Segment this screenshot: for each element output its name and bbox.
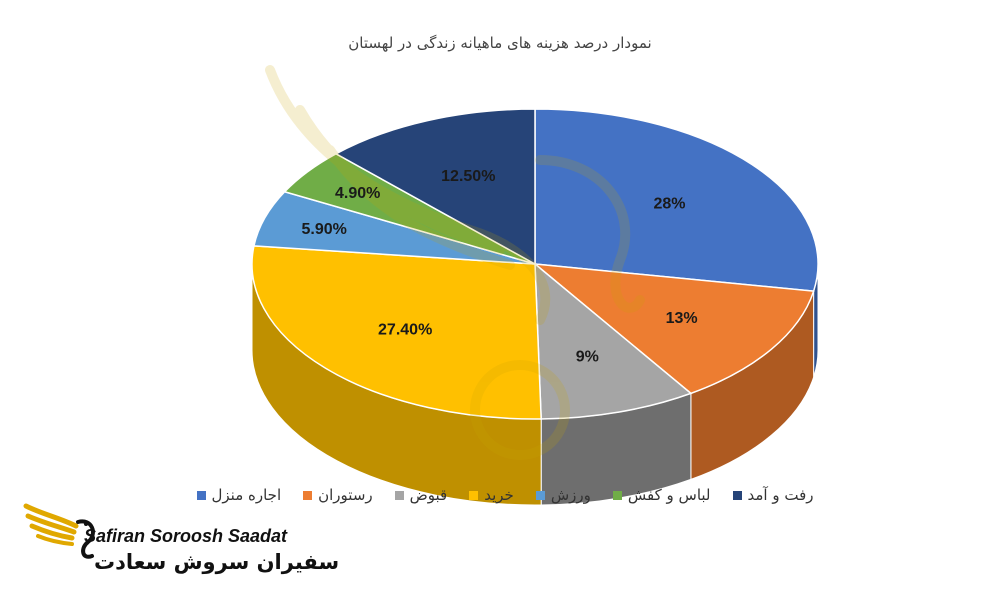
legend-label: خرید [484, 486, 514, 504]
chart-legend: اجاره منزل رستوران قبوض خرید ورزش لباس و کفش ر… [180, 486, 830, 504]
pie-slice-2 [534, 262, 693, 420]
brand-name-latin: Safiran Soroosh Saadat [84, 526, 288, 546]
brand-name-persian: سفیران سروش سعادت [94, 550, 340, 574]
legend-swatch [469, 490, 479, 500]
data-label-5: 4.90% [335, 185, 380, 202]
data-label-2: 9% [576, 349, 599, 366]
legend-item-6: رفت و آمد [732, 486, 814, 504]
legend-label: رفت و آمد [747, 486, 814, 504]
chart-title: نمودار درصد هزینه های ماهیانه زندگی در ل… [348, 34, 651, 52]
data-label-3: 27.40% [378, 322, 432, 339]
legend-label: قبوض [409, 486, 448, 504]
legend-label: ورزش [550, 486, 591, 504]
legend-swatch [732, 490, 742, 500]
legend-label: رستوران [318, 486, 373, 504]
watermark-logo [265, 65, 645, 460]
legend-swatch [535, 490, 545, 500]
pie-top-face [251, 108, 819, 420]
legend-item-4: ورزش [535, 486, 591, 504]
brand-logo: Safiran Soroosh Saadat سفیران سروش سعادت [22, 496, 339, 586]
pie-slice-3 [251, 245, 542, 420]
legend-label: لباس و کفش [627, 486, 711, 504]
legend-swatch [612, 490, 622, 500]
swan-wing-icon [23, 503, 95, 559]
data-label-6: 12.50% [441, 168, 495, 185]
legend-item-0: اجاره منزل [196, 486, 282, 504]
legend-item-1: رستوران [303, 486, 373, 504]
legend-item-5: لباس و کفش [612, 486, 711, 504]
legend-item-3: خرید [469, 486, 514, 504]
legend-label: اجاره منزل [211, 486, 282, 504]
data-label-1: 13% [666, 310, 698, 327]
legend-swatch [196, 490, 206, 500]
data-label-0: 28% [653, 195, 685, 212]
legend-item-2: قبوض [394, 486, 448, 504]
pie-data-labels: 28% 13% 9% 27.40% 5.90% 4.90% 12.50% [302, 168, 698, 366]
pie-slice-0 [534, 108, 819, 292]
pie-slice-1 [532, 263, 815, 395]
data-label-4: 5.90% [302, 221, 347, 238]
legend-swatch [303, 490, 313, 500]
legend-swatch [394, 490, 404, 500]
pie-slice-6 [334, 108, 536, 266]
